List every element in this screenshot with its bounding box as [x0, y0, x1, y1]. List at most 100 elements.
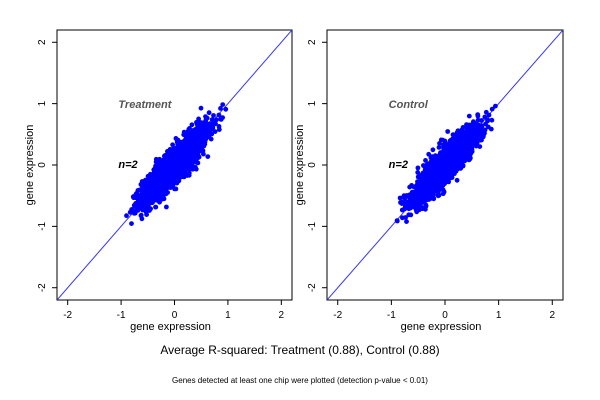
x-tick-label: 1	[496, 310, 502, 321]
data-point	[436, 145, 442, 150]
data-point	[456, 144, 461, 150]
data-point	[203, 136, 209, 142]
y-tick-label: -1	[37, 221, 48, 230]
data-point	[429, 181, 435, 187]
data-point	[209, 131, 215, 137]
data-point	[444, 163, 449, 169]
data-point	[141, 190, 147, 196]
data-point	[419, 189, 425, 195]
data-point	[466, 113, 472, 119]
data-point	[440, 191, 446, 197]
data-point	[175, 158, 181, 163]
data-point	[174, 175, 180, 181]
data-point	[218, 106, 223, 111]
data-point	[181, 168, 187, 174]
data-point	[139, 179, 145, 184]
data-point	[162, 179, 168, 185]
data-point	[163, 184, 169, 190]
data-point	[428, 174, 434, 180]
x-tick-label: -1	[387, 310, 396, 321]
data-point	[458, 166, 463, 171]
y-tick-label: 0	[307, 162, 318, 168]
data-point	[157, 161, 163, 167]
data-point	[473, 143, 479, 149]
scatter-points	[394, 103, 498, 225]
panel-group-label: Treatment	[118, 99, 172, 111]
data-point	[198, 131, 203, 137]
data-point	[188, 134, 194, 140]
data-point	[168, 151, 174, 157]
data-point	[129, 221, 134, 227]
data-point	[155, 172, 161, 178]
treatment-panel: -2 -1 0 1 2 -2 -1 0 1 2 gene expression gene expres…	[24, 29, 293, 333]
data-point	[165, 174, 171, 180]
data-point	[489, 117, 495, 123]
y-tick-label: 1	[307, 100, 318, 106]
data-point	[131, 195, 137, 201]
data-point	[436, 192, 442, 198]
data-point	[189, 160, 195, 166]
data-point	[451, 136, 457, 142]
scatter-points	[124, 102, 229, 227]
data-point	[145, 184, 151, 190]
data-point	[152, 168, 158, 174]
data-point	[444, 174, 450, 180]
data-point	[223, 106, 229, 112]
y-tick-label: 0	[37, 162, 48, 168]
y-axis-label: gene expression	[294, 125, 306, 206]
data-point	[204, 121, 209, 126]
data-point	[477, 144, 483, 150]
data-point	[483, 109, 489, 115]
data-point	[415, 165, 421, 171]
data-point	[472, 126, 477, 132]
data-point	[436, 178, 442, 184]
control-panel: -2 -1 0 1 2 -2 -1 0 1 2 gene expression gene expres…	[294, 29, 564, 333]
data-point	[425, 165, 431, 171]
data-point	[423, 158, 428, 163]
data-point	[408, 212, 414, 218]
data-point	[152, 196, 158, 202]
data-point	[199, 137, 205, 143]
data-point	[153, 156, 159, 162]
data-point	[137, 197, 143, 203]
data-point	[146, 193, 152, 198]
data-point	[482, 130, 487, 136]
data-point	[190, 166, 196, 172]
data-point	[178, 150, 184, 156]
data-point	[470, 139, 475, 145]
data-point	[431, 160, 437, 166]
data-point	[144, 212, 150, 218]
data-point	[457, 154, 462, 160]
data-point	[169, 174, 175, 179]
data-point	[164, 204, 169, 210]
panel-count-label: n=2	[389, 159, 408, 171]
data-point	[401, 193, 407, 199]
data-point	[475, 117, 481, 123]
data-point	[476, 130, 482, 136]
r-squared-caption: Average R-squared: Treatment (0.88), Con…	[160, 343, 440, 357]
data-point	[482, 114, 488, 120]
y-tick-label: 1	[37, 100, 48, 106]
data-point	[161, 188, 167, 194]
data-point	[410, 191, 416, 196]
data-point	[397, 195, 403, 201]
data-point	[429, 186, 435, 192]
data-point	[437, 151, 443, 157]
x-tick-label: 2	[279, 310, 285, 321]
data-point	[444, 170, 450, 176]
data-point	[407, 184, 413, 190]
y-axis-label: gene expression	[24, 125, 36, 206]
data-point	[216, 112, 222, 118]
data-point	[182, 138, 188, 144]
data-point	[212, 129, 218, 135]
data-point	[445, 152, 451, 158]
data-point	[147, 175, 152, 180]
data-point	[176, 168, 182, 174]
data-point	[430, 147, 436, 153]
data-point	[174, 180, 180, 186]
data-point	[161, 196, 167, 202]
x-tick-label: 0	[172, 310, 178, 321]
data-point	[165, 149, 170, 154]
y-tick-label: 2	[37, 39, 48, 45]
data-point	[408, 196, 414, 202]
